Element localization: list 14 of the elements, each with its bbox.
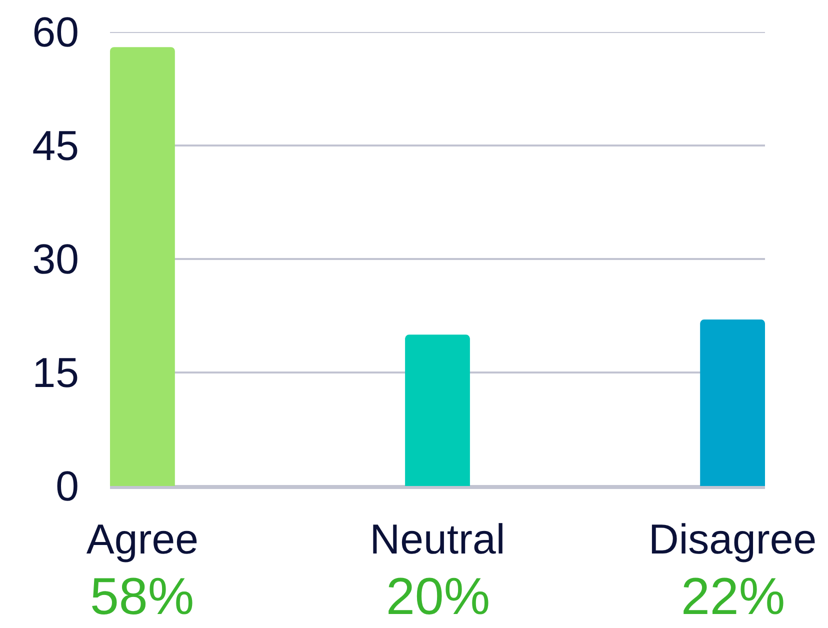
y-tick-label: 30 [32,236,79,283]
bar [405,334,470,486]
y-tick-label: 15 [32,349,79,396]
data-label: 22% [681,568,786,626]
bar [110,47,175,486]
x-tick-label: Neutral [370,515,506,562]
x-tick-label: Agree [86,515,198,562]
bar [700,320,765,486]
data-label: 20% [386,568,490,626]
y-tick-label: 45 [32,122,79,170]
y-tick-label: 0 [56,462,79,510]
y-tick-label: 60 [32,8,79,56]
data-label: 58% [90,568,194,626]
x-tick-label: Disagree [648,515,817,562]
